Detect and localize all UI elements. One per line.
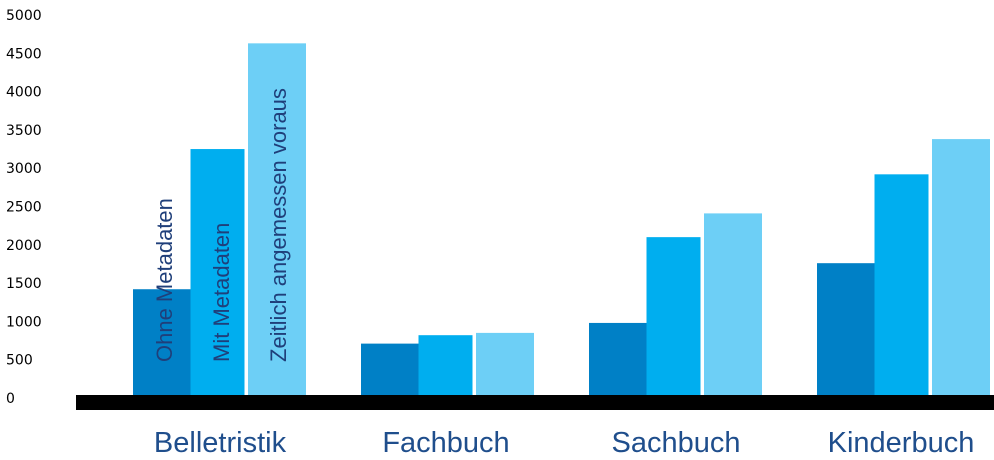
y-tick-label: 4500 (6, 46, 42, 62)
x-tick-label: Sachbuch (612, 427, 741, 459)
bar (646, 237, 701, 400)
y-tick-label: 4000 (6, 85, 42, 101)
bar (361, 343, 420, 400)
series-label: Zeitlich angemessen voraus (266, 88, 291, 362)
bar (589, 322, 648, 400)
y-tick-label: 500 (6, 353, 33, 369)
series-label: Ohne Metadaten (152, 198, 177, 362)
series-labels: Ohne Metadaten Mit Metadaten Zeitlich ange… (152, 88, 291, 362)
y-tick-label: 2500 (6, 200, 42, 216)
bar (874, 174, 929, 400)
y-tick-label: 3500 (6, 123, 42, 139)
bar (932, 139, 990, 401)
y-tick-label: 2000 (6, 238, 42, 254)
x-tick-label: Kinderbuch (828, 427, 975, 459)
bar (190, 149, 245, 400)
x-tick-label: Fachbuch (382, 427, 509, 459)
bar (248, 43, 306, 400)
y-tick-label: 1000 (6, 314, 42, 330)
y-tick-label: 0 (6, 391, 15, 407)
x-tick-label: Belletristik (154, 427, 287, 459)
bar (704, 213, 762, 400)
y-tick-label: 3000 (6, 161, 42, 177)
bars (133, 43, 990, 401)
bar (133, 289, 192, 400)
y-tick-label: 5000 (6, 8, 42, 24)
y-axis: 0 500 1000 1500 2000 2500 3000 3500 4000 4500 5000 (6, 8, 42, 407)
x-axis-bar (76, 395, 994, 410)
bar (476, 332, 534, 400)
bar (418, 335, 473, 400)
x-axis: Belletristik Fachbuch Sachbuch Kinderbuch (154, 427, 974, 459)
bar (817, 263, 876, 400)
y-tick-label: 1500 (6, 276, 42, 292)
series-label: Mit Metadaten (209, 223, 234, 362)
